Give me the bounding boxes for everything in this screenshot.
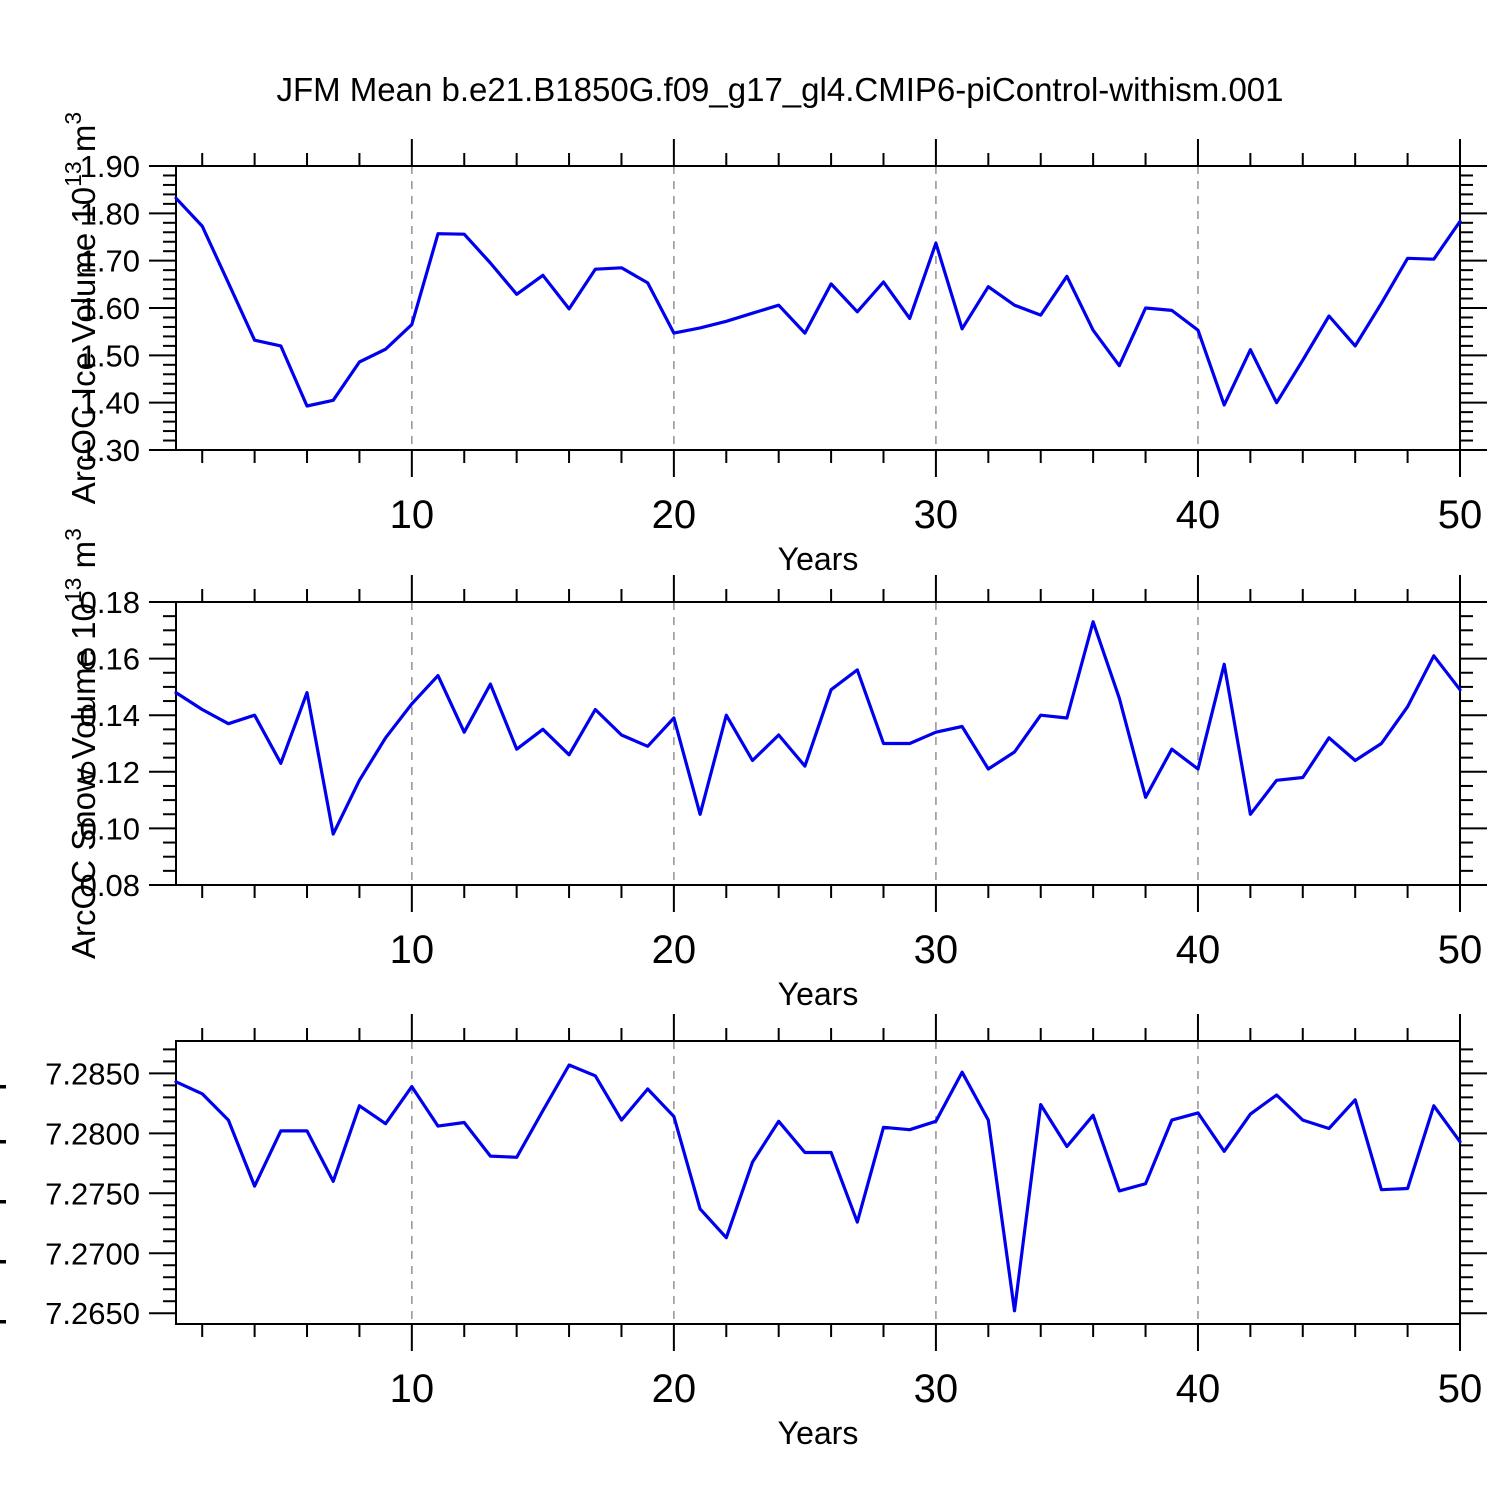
x-tick-label: 40 (1176, 493, 1221, 537)
y-tick-label: 0.14 (80, 698, 140, 733)
y-tick-label: 7.2800 (45, 1116, 140, 1151)
y-tick-label: 0.18 (80, 585, 140, 620)
y-tick-label: 0.16 (80, 642, 140, 677)
axis-ticks (149, 575, 1487, 912)
x-tick-label: 30 (914, 493, 959, 537)
clipped-y-axis-label-mark (0, 1260, 6, 1264)
y-tick-label: 7.2700 (45, 1236, 140, 1271)
y-axis-label: ArcOC Ice Volume 1013 m3 (60, 112, 102, 504)
panel-bottom-series: 10 20 30 40 50 7.2650 7.2700 7.2750 7.2800 7.2850… (0, 1014, 1487, 1451)
plot-frame (175, 601, 1461, 886)
ice-volume-line (174, 196, 1462, 408)
x-tick-label: 10 (390, 928, 435, 972)
y-tick-label: 7.2650 (45, 1296, 140, 1331)
clipped-y-axis-label-mark (0, 1320, 6, 1324)
y-tick-label: 1.30 (80, 433, 140, 468)
x-tick-label: 30 (914, 928, 959, 972)
y-tick-label: 1.80 (80, 196, 140, 231)
snow-volume-line (174, 620, 1462, 836)
y-tick-label: 0.10 (80, 811, 140, 846)
plot-frame (175, 1040, 1461, 1325)
x-tick-label: 20 (652, 928, 697, 972)
x-tick-label: 20 (652, 1367, 697, 1411)
axis-ticks (149, 1014, 1487, 1351)
x-axis-label: Years (778, 1415, 859, 1451)
axis-ticks (149, 139, 1487, 477)
clipped-y-axis-label-mark (0, 1200, 6, 1204)
x-axis-label: Years (778, 541, 859, 577)
x-axis-label: Years (778, 976, 859, 1012)
y-tick-label: 7.2850 (45, 1056, 140, 1091)
x-tick-label: 40 (1176, 928, 1221, 972)
y-axis-label: ArcOC Snow Volume 1013 m3 (60, 528, 102, 959)
x-tick-label: 30 (914, 1367, 959, 1411)
y-tick-label: 1.90 (80, 149, 140, 184)
x-tick-label: 40 (1176, 1367, 1221, 1411)
y-tick-label: 0.08 (80, 868, 140, 903)
y-tick-label: 1.60 (80, 291, 140, 326)
x-tick-label: 50 (1438, 928, 1483, 972)
y-tick-label: 1.70 (80, 244, 140, 279)
x-tick-label: 10 (390, 493, 435, 537)
panel-ice-volume: 10 20 30 40 50 1.30 1.40 1.50 1.60 1.70 1.80 1.90 Ye… (60, 112, 1487, 577)
panel-snow-volume: 10 20 30 40 50 0.08 0.10 0.12 0.14 0.16 0.18 Years A… (60, 528, 1487, 1012)
y-tick-label: 7.2750 (45, 1176, 140, 1211)
chart-title: JFM Mean b.e21.B1850G.f09_g17_gl4.CMIP6-… (276, 71, 1283, 108)
x-tick-label: 20 (652, 493, 697, 537)
clipped-y-axis-label-mark (0, 1085, 6, 1089)
x-tick-label: 10 (390, 1367, 435, 1411)
y-tick-label: 1.40 (80, 386, 140, 421)
clipped-y-axis-label-mark (0, 1140, 6, 1144)
bottom-series-line (174, 1063, 1462, 1313)
y-tick-label: 0.12 (80, 755, 140, 790)
y-tick-label: 1.50 (80, 338, 140, 373)
x-tick-label: 50 (1438, 1367, 1483, 1411)
x-tick-label: 50 (1438, 493, 1483, 537)
